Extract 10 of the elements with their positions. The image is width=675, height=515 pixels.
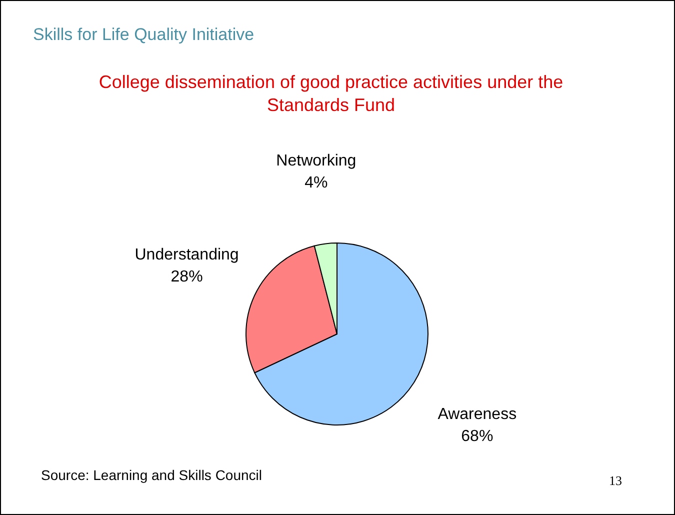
data-label: 68% <box>461 428 494 445</box>
slice-label: Understanding <box>134 246 239 264</box>
source-note: Source: Learning and Skills Council <box>41 467 262 483</box>
data-label: 28% <box>170 268 203 286</box>
text: 13 <box>609 473 622 489</box>
chart-title: College dissemination of good practice activities under the Standards Fund <box>98 71 564 117</box>
slice-label: Awareness <box>438 406 517 423</box>
slice-label: Networking <box>276 152 356 170</box>
chart-subtitle: Skills for Life Quality Initiative <box>33 25 254 45</box>
data-label: 4% <box>304 174 328 192</box>
